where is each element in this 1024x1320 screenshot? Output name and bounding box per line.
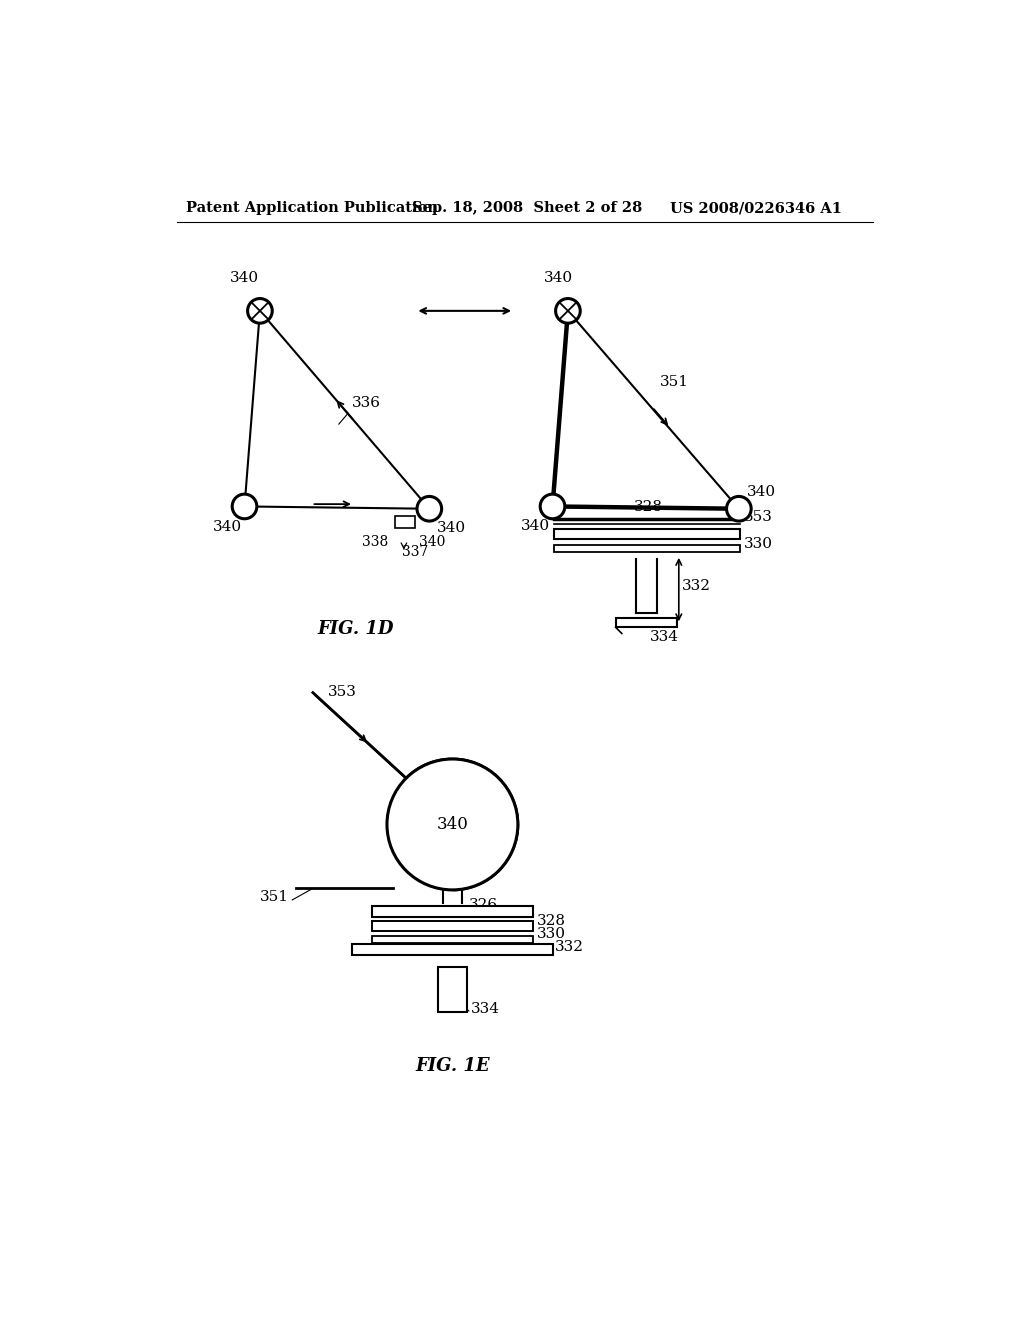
Text: 353: 353 (744, 510, 773, 524)
Text: 334: 334 (471, 1002, 500, 1016)
Text: US 2008/0226346 A1: US 2008/0226346 A1 (670, 202, 842, 215)
Text: 338: 338 (362, 536, 388, 549)
Bar (372, 906, 534, 917)
Text: 330: 330 (538, 928, 566, 941)
Circle shape (248, 298, 272, 323)
Text: 340: 340 (419, 536, 445, 549)
Circle shape (556, 298, 581, 323)
Text: 332: 332 (682, 578, 711, 593)
Text: 351: 351 (259, 891, 289, 904)
Bar (372, 921, 534, 931)
Text: Sep. 18, 2008  Sheet 2 of 28: Sep. 18, 2008 Sheet 2 of 28 (412, 202, 642, 215)
Bar (372, 936, 534, 942)
Circle shape (417, 496, 441, 521)
Text: 328: 328 (538, 913, 566, 928)
Text: 340: 340 (437, 521, 466, 535)
Circle shape (541, 494, 565, 519)
Text: 353: 353 (329, 685, 357, 700)
Circle shape (387, 759, 518, 890)
Text: Patent Application Publication: Patent Application Publication (186, 202, 438, 215)
Text: FIG. 1D: FIG. 1D (317, 620, 393, 639)
Text: 336: 336 (352, 396, 381, 411)
Text: 340: 340 (436, 816, 468, 833)
Circle shape (232, 494, 257, 519)
Text: 340: 340 (213, 520, 242, 535)
Text: FIG. 1E: FIG. 1E (415, 1057, 489, 1074)
Circle shape (727, 496, 752, 521)
Bar (438, 968, 467, 1011)
Text: 326: 326 (469, 898, 499, 912)
Text: 340: 340 (746, 486, 776, 499)
Text: 334: 334 (650, 630, 679, 644)
Bar (554, 529, 740, 539)
Text: 330: 330 (744, 537, 773, 550)
Bar (394, 516, 415, 528)
Bar (352, 944, 553, 956)
Text: 340: 340 (521, 519, 550, 532)
Text: 337: 337 (402, 545, 429, 560)
Text: 340: 340 (544, 271, 573, 285)
Bar (615, 618, 677, 627)
Text: 332: 332 (555, 940, 584, 954)
Text: 351: 351 (660, 375, 689, 388)
Text: 340: 340 (230, 271, 259, 285)
Text: 328: 328 (634, 500, 663, 513)
Bar (554, 545, 740, 552)
